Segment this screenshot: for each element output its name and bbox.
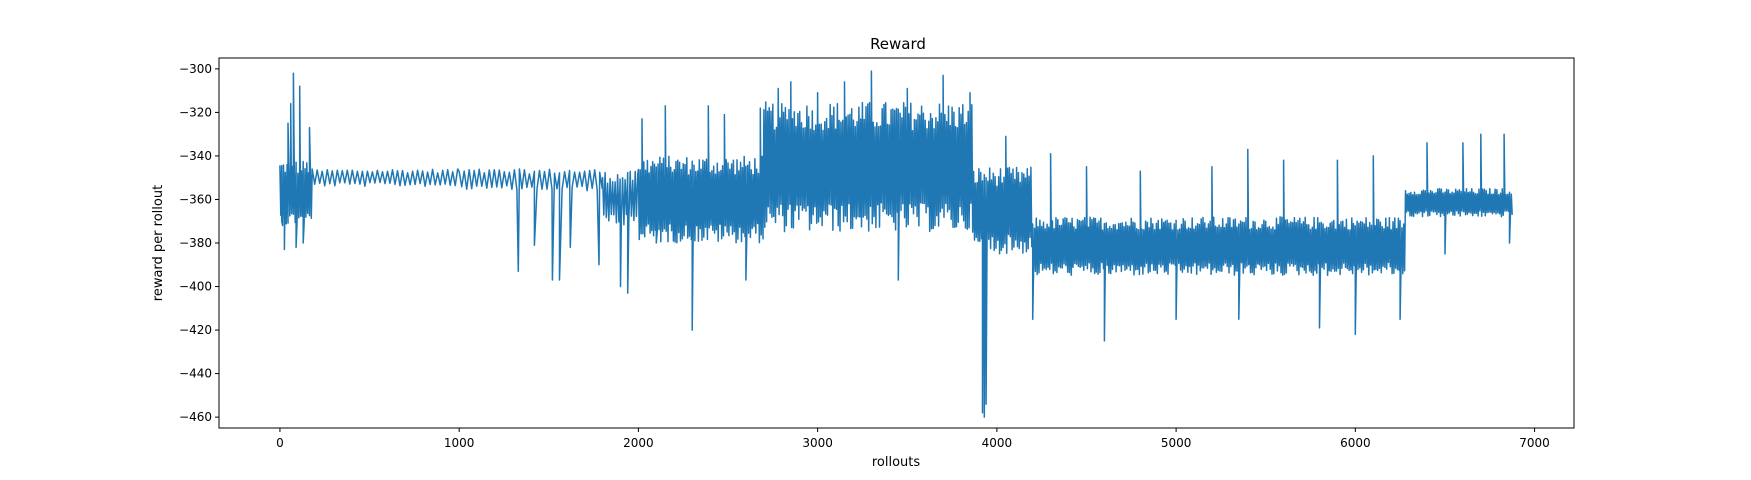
- x-tick-label: 4000: [982, 436, 1013, 450]
- reward-series-line: [279, 70, 1513, 418]
- y-tick-label: −440: [179, 367, 212, 381]
- y-tick-label: −380: [179, 236, 212, 250]
- x-axis: 0 1000 2000 3000 4000 5000 6000 7000: [276, 428, 1550, 450]
- x-tick-label: 0: [276, 436, 284, 450]
- x-tick-label: 5000: [1161, 436, 1192, 450]
- y-axis-label: reward per rollout: [151, 185, 166, 301]
- x-tick-label: 3000: [802, 436, 833, 450]
- plot-area: [279, 70, 1513, 418]
- y-tick-label: −320: [179, 105, 212, 119]
- y-tick-label: −340: [179, 149, 212, 163]
- y-tick-label: −360: [179, 192, 212, 206]
- x-tick-label: 7000: [1519, 436, 1550, 450]
- x-tick-label: 1000: [444, 436, 475, 450]
- y-axis: −300 −320 −340 −360 −380 −400 −420 −440 −460: [179, 62, 219, 424]
- y-tick-label: −400: [179, 280, 212, 294]
- y-tick-label: −460: [179, 410, 212, 424]
- x-tick-label: 6000: [1340, 436, 1371, 450]
- x-tick-label: 2000: [623, 436, 654, 450]
- y-tick-label: −420: [179, 323, 212, 337]
- x-axis-label: rollouts: [872, 455, 921, 470]
- y-tick-label: −300: [179, 62, 212, 76]
- chart-title: Reward: [870, 35, 926, 53]
